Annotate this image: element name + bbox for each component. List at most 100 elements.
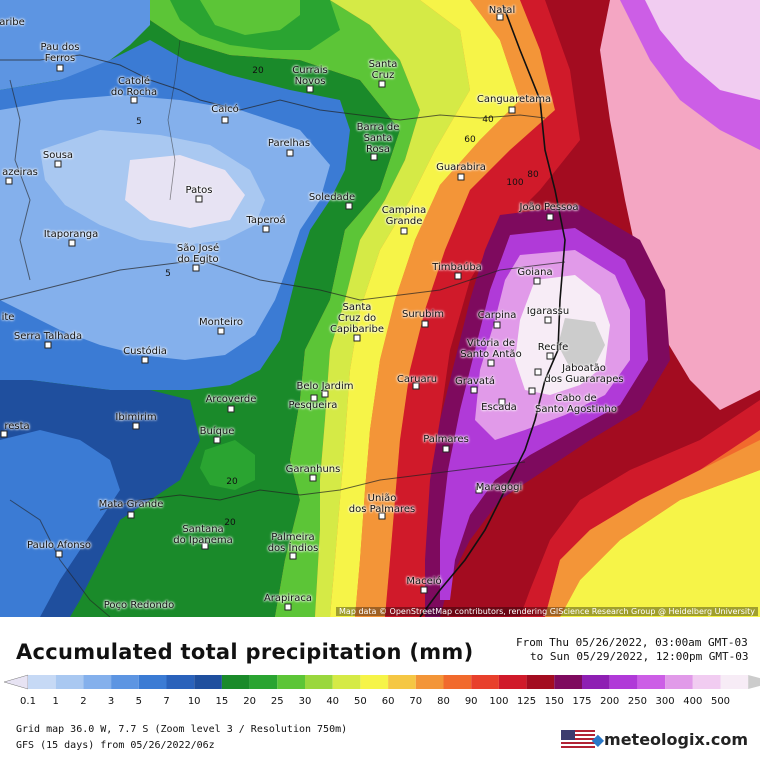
legend-tick-label: 125 — [517, 696, 537, 707]
city-marker — [544, 316, 552, 324]
city-label: Natal — [488, 5, 516, 16]
state-border-pe-al — [99, 461, 526, 511]
city-label: Serra Talhada — [13, 331, 83, 342]
legend-swatch — [83, 675, 112, 689]
city-label: ite — [1, 312, 15, 323]
city-marker — [141, 356, 149, 364]
city-label: São José do Egito — [176, 243, 220, 265]
river-divide — [167, 39, 181, 201]
city-marker — [310, 394, 318, 402]
city-marker — [132, 422, 140, 430]
city-label: Belo Jardim — [296, 381, 354, 392]
city-label: Pesqueira — [288, 400, 338, 411]
city-marker — [195, 195, 203, 203]
city-marker — [508, 106, 516, 114]
city-label: Patos — [185, 185, 213, 196]
city-marker — [284, 603, 292, 611]
city-label: Parelhas — [267, 138, 311, 149]
city-marker — [454, 272, 462, 280]
city-marker — [378, 512, 386, 520]
city-label: Vitória de Santo Antão — [460, 338, 522, 360]
grid-info: Grid map 36.0 W, 7.7 S (Zoom level 3 / R… — [16, 724, 348, 735]
us-flag-icon[interactable] — [561, 730, 595, 750]
city-marker — [130, 96, 138, 104]
legend-swatch — [498, 675, 527, 689]
city-label: Santana do Ipanema — [173, 524, 233, 546]
legend-tick-label: 10 — [187, 696, 201, 707]
state-border-pb-pe — [0, 259, 566, 301]
city-label: Sousa — [42, 150, 74, 161]
city-marker — [289, 552, 297, 560]
legend-swatch — [111, 675, 139, 689]
logo-icon: ◆ — [591, 730, 605, 749]
city-label: Escada — [481, 402, 517, 413]
color-legend — [3, 674, 760, 690]
precipitation-map[interactable]: 20 5 5 20 40 60 80 100 20 Natal Pau dos … — [0, 0, 760, 617]
city-marker — [221, 116, 229, 124]
city-marker — [498, 398, 506, 406]
city-marker — [321, 390, 329, 398]
meteologix-logo[interactable]: ◆meteologix.com — [592, 730, 748, 749]
period-from: From Thu 05/26/2022, 03:00am GMT-03 — [516, 636, 748, 649]
city-marker — [496, 13, 504, 21]
city-marker — [475, 486, 483, 494]
band-sw-blue — [0, 430, 120, 617]
legend-swatch — [526, 675, 555, 689]
city-label: Santa Cruz — [368, 59, 398, 81]
legend-tick-label: 70 — [409, 696, 423, 707]
legend-tick-label: 80 — [437, 696, 450, 707]
contour-label: 60 — [464, 135, 476, 145]
legend-swatch — [415, 675, 444, 689]
city-label: Canguaretama — [476, 94, 552, 105]
city-marker — [0, 430, 8, 438]
period-to: to Sun 05/29/2022, 12:00pm GMT-03 — [530, 650, 749, 663]
city-marker — [370, 153, 378, 161]
legend-swatch — [28, 675, 56, 689]
state-border-rn-pb — [0, 54, 546, 121]
city-marker — [201, 542, 209, 550]
city-marker — [534, 368, 542, 376]
map-attribution[interactable]: Map data © OpenStreetMap contributors, r… — [336, 607, 758, 616]
legend-swatch — [55, 675, 84, 689]
contour-label: 5 — [165, 269, 171, 279]
legend-swatch — [443, 675, 472, 689]
legend-tick-label: 250 — [627, 696, 647, 707]
legend-tick-label: 3 — [107, 696, 115, 707]
city-marker — [528, 387, 536, 395]
contour-label: 40 — [482, 115, 494, 125]
band-orange — [355, 0, 555, 617]
band-green-patch — [200, 440, 255, 490]
city-label: Timbaúba — [432, 262, 482, 273]
city-marker — [546, 213, 554, 221]
city-label: Catolé do Rocha — [110, 76, 158, 98]
city-label: Surubim — [401, 309, 445, 320]
city-marker — [213, 436, 221, 444]
city-label: Jaboatão dos Guararapes — [544, 363, 624, 385]
legend-tick-label: 15 — [215, 696, 229, 707]
city-label: Ibimirim — [115, 412, 157, 423]
band-ocean-yellow — [560, 470, 760, 617]
contour-label: 80 — [527, 170, 539, 180]
legend-tick-label: 60 — [381, 696, 395, 707]
legend-tick-label: 20 — [243, 696, 256, 707]
coastline — [419, 4, 566, 617]
legend-swatch — [221, 675, 250, 689]
legend-tick-label: 150 — [544, 696, 564, 707]
legend-swatch — [665, 675, 693, 689]
city-marker — [217, 327, 225, 335]
city-label: Santa Cruz do Capibaribe — [329, 302, 385, 335]
city-label: Taperoá — [246, 215, 286, 226]
city-marker — [421, 320, 429, 328]
legend-swatch — [249, 675, 278, 689]
legend-swatch — [471, 675, 499, 689]
city-label: Recife — [537, 342, 569, 353]
city-label: azeiras — [2, 167, 38, 178]
precipitation-field — [0, 0, 760, 617]
legend-arrow-right — [748, 675, 760, 689]
legend-boxes — [3, 674, 760, 690]
city-marker — [68, 239, 76, 247]
city-marker — [55, 550, 63, 558]
legend-swatch — [194, 675, 222, 689]
city-label: Goiana — [517, 267, 553, 278]
legend-swatch — [720, 675, 749, 689]
